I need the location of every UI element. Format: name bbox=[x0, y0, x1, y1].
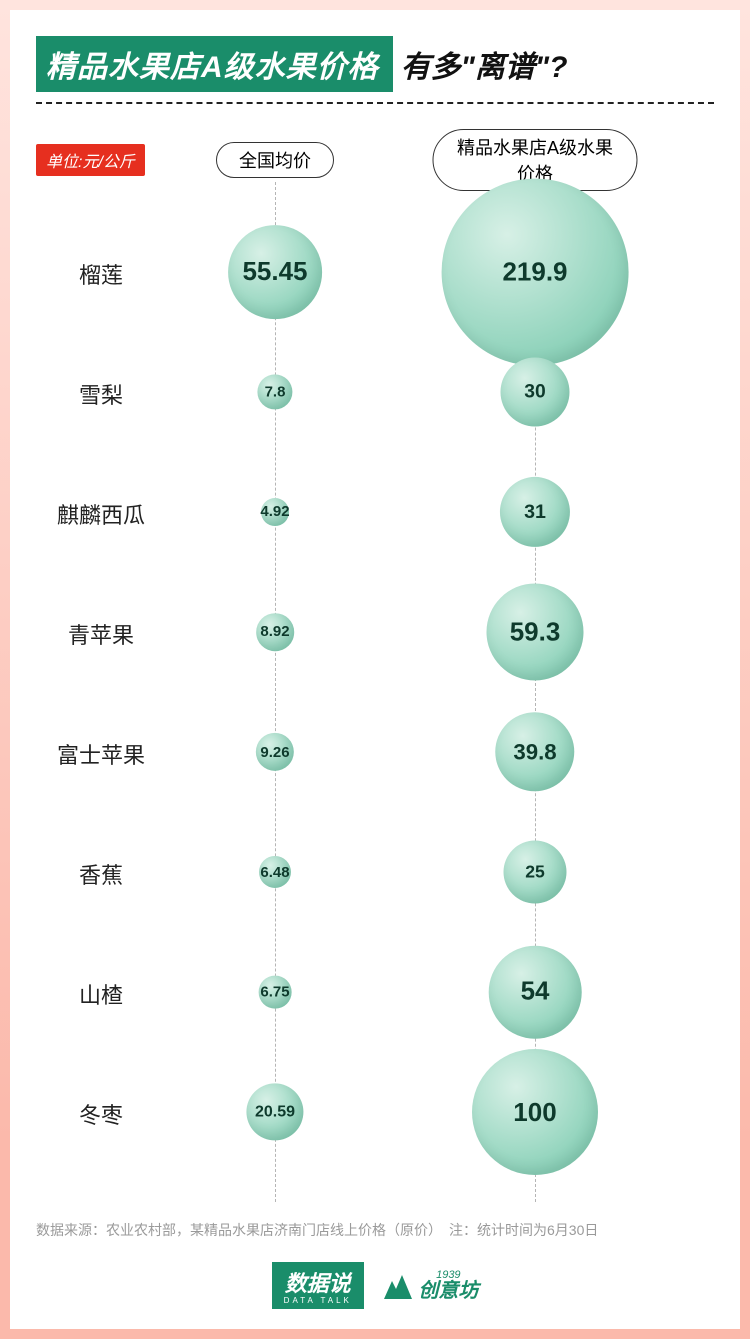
logo-datatalk: 数据说 DATA TALK bbox=[272, 1262, 364, 1309]
logo-name: 创意坊 bbox=[418, 1280, 478, 1302]
bubble-premium: 219.9 bbox=[442, 179, 629, 366]
logo-datatalk-main: 数据说 bbox=[285, 1271, 351, 1296]
bubble-national: 7.8 bbox=[257, 374, 292, 409]
bubble-premium: 54 bbox=[489, 946, 582, 1039]
guide-line-national bbox=[275, 182, 276, 1202]
title-tail: 有多"离谱"? bbox=[401, 42, 568, 86]
bubble-premium: 31 bbox=[500, 477, 570, 547]
logo-mountain-icon bbox=[382, 1271, 414, 1301]
title-divider bbox=[36, 102, 714, 104]
fruit-label: 香蕉 bbox=[36, 858, 166, 890]
column-head-national: 全国均价 bbox=[216, 142, 334, 178]
bubble-national: 55.45 bbox=[228, 225, 322, 319]
fruit-label: 山楂 bbox=[36, 978, 166, 1010]
bubble-national: 20.59 bbox=[246, 1083, 303, 1140]
unit-badge: 单位:元/公斤 bbox=[36, 144, 145, 176]
logo-chuangyifang: 1939 创意坊 bbox=[382, 1270, 478, 1302]
bubble-premium: 39.8 bbox=[495, 712, 574, 791]
bubble-chart: 榴莲 55.45 219.9 雪梨 7.8 30 麒麟西瓜 4.92 31 青苹果 8.92 59.3… bbox=[36, 182, 714, 1202]
bubble-premium: 59.3 bbox=[486, 583, 583, 680]
bubble-national: 9.26 bbox=[256, 733, 294, 771]
fruit-label: 冬枣 bbox=[36, 1098, 166, 1130]
fruit-label: 青苹果 bbox=[36, 618, 166, 650]
header-row: 单位:元/公斤 全国均价 精品水果店A级水果价格 bbox=[36, 144, 714, 176]
bubble-national: 8.92 bbox=[256, 613, 294, 651]
fruit-label: 麒麟西瓜 bbox=[36, 498, 166, 530]
bubble-national: 6.75 bbox=[259, 976, 292, 1009]
bubble-national: 4.92 bbox=[261, 498, 289, 526]
bubble-premium: 100 bbox=[472, 1049, 598, 1175]
bubble-premium: 30 bbox=[501, 358, 570, 427]
title-boxed: 精品水果店A级水果价格 bbox=[36, 36, 393, 92]
card: 精品水果店A级水果价格 有多"离谱"? 单位:元/公斤 全国均价 精品水果店A级… bbox=[10, 10, 740, 1329]
source-text: 数据来源：农业农村部，某精品水果店济南门店线上价格（原价） 注：统计时间为6月3… bbox=[36, 1220, 714, 1240]
fruit-label: 榴莲 bbox=[36, 258, 166, 290]
bubble-premium: 25 bbox=[504, 841, 567, 904]
bubble-national: 6.48 bbox=[259, 856, 291, 888]
fruit-label: 雪梨 bbox=[36, 378, 166, 410]
title-row: 精品水果店A级水果价格 有多"离谱"? bbox=[36, 36, 714, 92]
footer-logos: 数据说 DATA TALK 1939 创意坊 bbox=[36, 1262, 714, 1309]
outer-wrapper: 精品水果店A级水果价格 有多"离谱"? 单位:元/公斤 全国均价 精品水果店A级… bbox=[0, 0, 750, 1339]
fruit-label: 富士苹果 bbox=[36, 738, 166, 770]
logo-datatalk-sub: DATA TALK bbox=[284, 1296, 352, 1305]
